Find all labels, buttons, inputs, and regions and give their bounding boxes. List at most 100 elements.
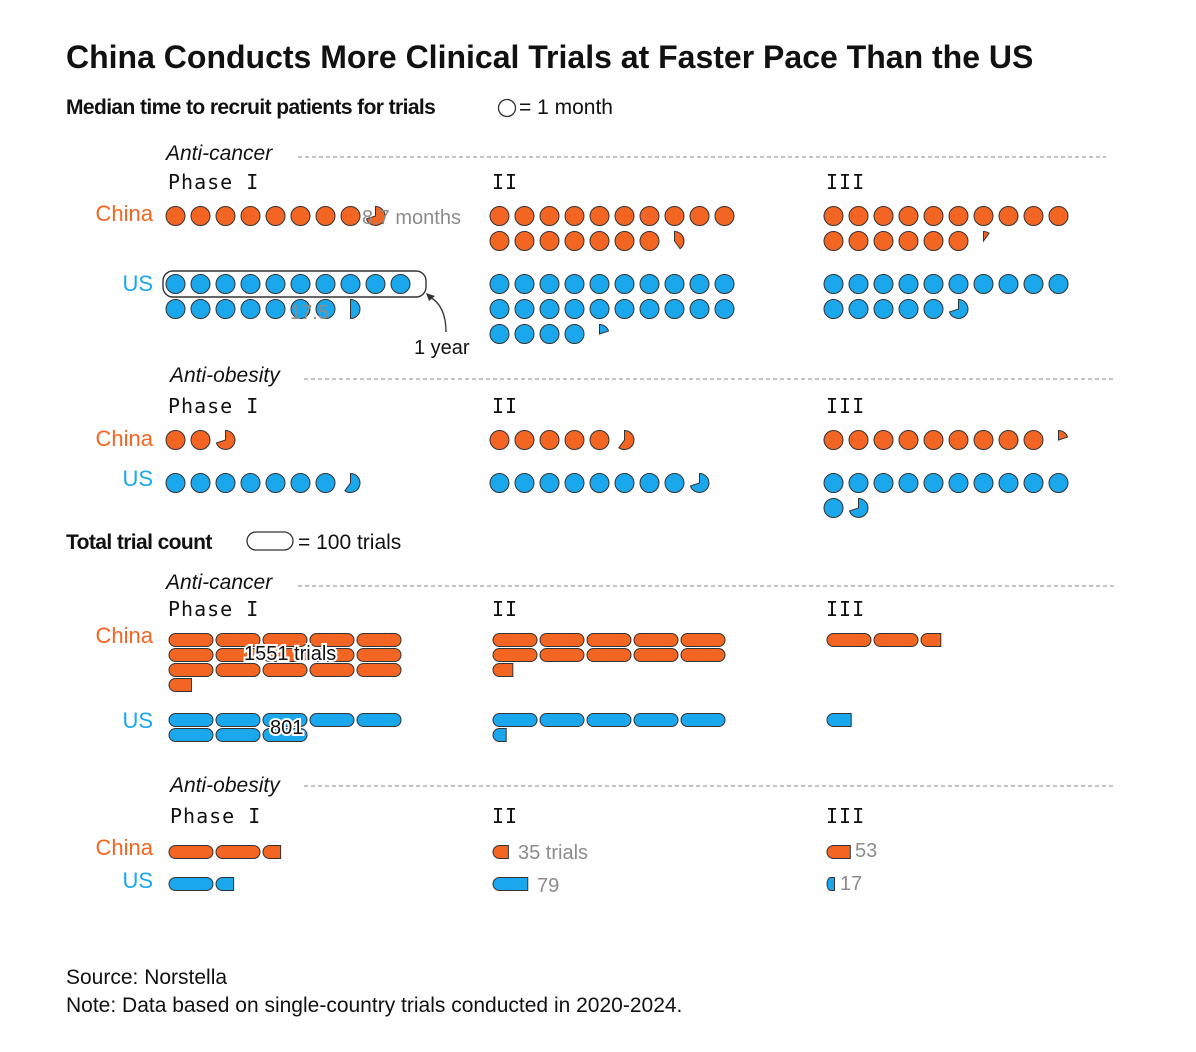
month-dot-china — [614, 231, 635, 251]
count-heading: Total trial count — [66, 531, 212, 554]
month-dot-us — [514, 473, 535, 493]
month-dot-china — [923, 231, 944, 251]
month-dot-us — [1048, 274, 1069, 294]
one-year-bracket — [162, 270, 427, 298]
trials-legend-text: = 100 trials — [298, 531, 401, 554]
trial-pill-china — [873, 633, 919, 647]
month-dot-us — [489, 473, 510, 493]
country-label-china: China — [96, 201, 154, 226]
month-dot-china — [948, 430, 969, 450]
country-label-china: China — [96, 623, 154, 648]
month-dot-china — [265, 206, 286, 226]
month-dot-china — [240, 206, 261, 226]
phase-header: II — [492, 597, 518, 621]
country-label-china: China — [96, 835, 154, 860]
month-dot-china — [1058, 429, 1069, 441]
month-dot-china — [998, 206, 1019, 226]
month-dot-us — [898, 274, 919, 294]
month-dot-us — [639, 299, 660, 319]
phase-header: Phase I — [168, 394, 259, 418]
month-dot-us — [714, 274, 735, 294]
trial-pill-china — [680, 648, 726, 662]
source-note: Source: Norstella — [66, 966, 227, 989]
month-dot-china — [998, 430, 1019, 450]
month-dot-us — [848, 497, 869, 518]
month-dot-us — [165, 274, 186, 294]
month-dot-china — [898, 206, 919, 226]
month-dot-china — [215, 206, 236, 226]
data-note: Note: Data based on single-country trial… — [66, 994, 682, 1017]
one-year-arrow — [429, 296, 447, 333]
month-dot-us — [589, 299, 610, 319]
month-dot-china — [618, 429, 635, 450]
month-dot-us — [215, 299, 236, 319]
month-dot-china — [340, 206, 361, 226]
trial-pill-china — [168, 633, 214, 647]
month-dot-china — [589, 430, 610, 450]
trial-pill-china — [262, 845, 282, 859]
month-dot-us — [873, 299, 894, 319]
month-dot-china — [489, 430, 510, 450]
month-dot-us — [689, 274, 710, 294]
phase-header: II — [492, 170, 518, 194]
month-dot-us — [564, 324, 585, 344]
month-dot-china — [689, 206, 710, 226]
month-dot-us — [1023, 473, 1044, 493]
month-dot-china — [674, 230, 685, 250]
month-legend-text: = 1 month — [519, 96, 613, 119]
month-dot-us — [344, 472, 361, 493]
month-dot-us — [489, 299, 510, 319]
trial-pill-china — [826, 845, 851, 859]
month-dot-us — [614, 274, 635, 294]
month-dot-us — [1048, 473, 1069, 493]
trial-pill-china — [309, 633, 355, 647]
trial-pill-china — [309, 648, 355, 662]
trial-pill-china — [826, 633, 872, 647]
phase-header: II — [492, 394, 518, 418]
trial-pill-china — [680, 633, 726, 647]
month-dot-china — [873, 231, 894, 251]
month-dot-us — [564, 299, 585, 319]
month-dot-us — [664, 299, 685, 319]
trial-pill-china — [633, 648, 679, 662]
month-dot-china — [564, 206, 585, 226]
trial-pill-us — [262, 713, 308, 727]
trial-pill-china — [262, 648, 308, 662]
month-dot-us — [539, 299, 560, 319]
month-dot-us — [489, 324, 510, 344]
trial-pill-us — [215, 877, 235, 891]
trial-pill-china — [215, 845, 261, 859]
country-label-us: US — [122, 868, 153, 893]
trial-pill-us — [262, 728, 308, 742]
month-dot-us — [290, 274, 311, 294]
month-dot-us — [265, 274, 286, 294]
month-dot-china — [823, 231, 844, 251]
month-dot-china — [489, 206, 510, 226]
month-dot-us — [240, 274, 261, 294]
month-dot-china — [165, 430, 186, 450]
trial-pill-us — [826, 713, 852, 727]
month-dot-us — [848, 299, 869, 319]
month-dot-us — [514, 274, 535, 294]
month-dot-china — [190, 430, 211, 450]
phase-header: Phase I — [170, 804, 261, 828]
month-dot-us — [614, 473, 635, 493]
month-dot-us — [1023, 274, 1044, 294]
month-dot-us — [998, 274, 1019, 294]
trial-pill-china — [586, 633, 632, 647]
annotation-china-cancer-phase1-trials-group: 1551 trials — [242, 641, 338, 667]
trial-pill-us — [826, 877, 835, 891]
month-dot-china — [639, 231, 660, 251]
section-anti-obesity-time: Anti-obesity — [168, 364, 281, 387]
month-dot-china — [589, 206, 610, 226]
annotation-us-cancer-phase1-trials: 801 — [270, 717, 303, 739]
month-dot-us — [614, 299, 635, 319]
month-dot-us — [873, 473, 894, 493]
trial-pill-china — [262, 663, 308, 677]
month-dot-us — [539, 473, 560, 493]
month-dot-us — [898, 473, 919, 493]
annotation-china-obesity-phase3-trials: 53 — [855, 840, 877, 862]
month-dot-china — [848, 206, 869, 226]
month-dot-china — [1048, 206, 1069, 226]
month-dot-us — [639, 473, 660, 493]
